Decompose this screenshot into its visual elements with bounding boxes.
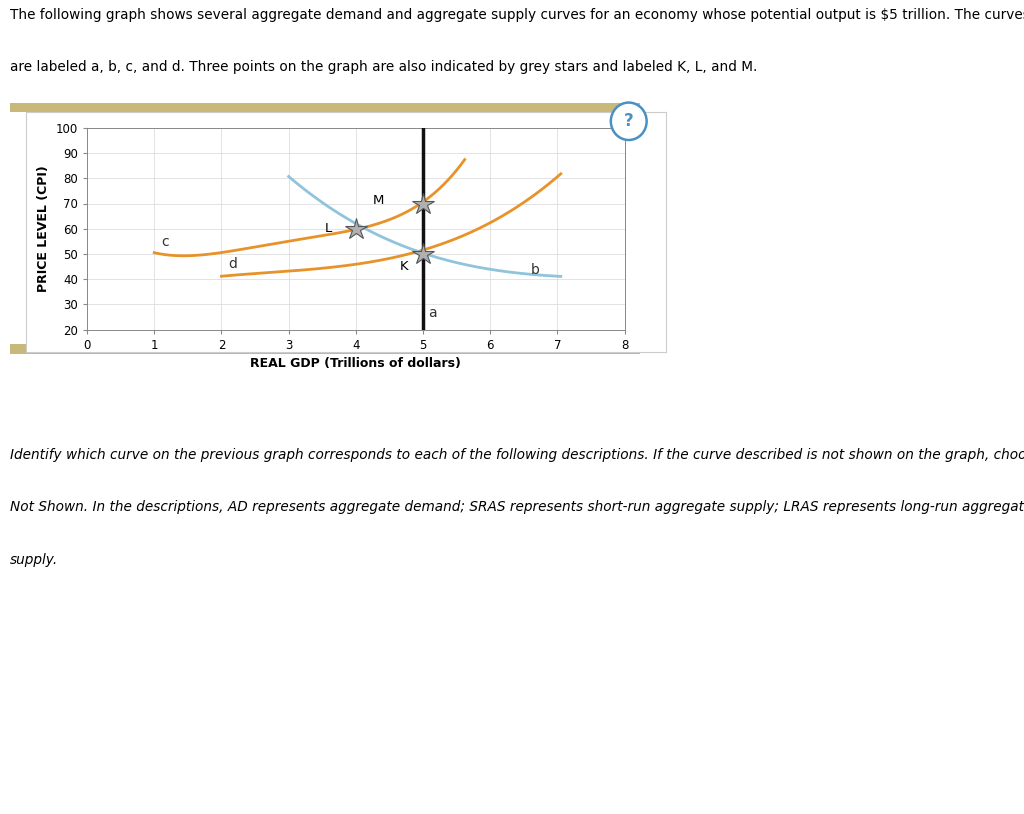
Text: K: K: [400, 260, 409, 274]
Text: c: c: [161, 235, 169, 249]
Text: The following graph shows several aggregate demand and aggregate supply curves f: The following graph shows several aggreg…: [10, 8, 1024, 22]
Text: b: b: [530, 263, 540, 277]
Text: Not Shown. In the descriptions, AD represents aggregate demand; SRAS represents : Not Shown. In the descriptions, AD repre…: [10, 501, 1024, 514]
Text: ?: ?: [624, 112, 634, 130]
Text: a: a: [428, 306, 437, 320]
Circle shape: [611, 103, 646, 140]
Text: are labeled a, b, c, and d. Three points on the graph are also indicated by grey: are labeled a, b, c, and d. Three points…: [10, 59, 758, 73]
Text: M: M: [373, 195, 384, 208]
Text: Identify which curve on the previous graph corresponds to each of the following : Identify which curve on the previous gra…: [10, 448, 1024, 462]
Text: L: L: [325, 222, 333, 235]
Text: d: d: [228, 257, 237, 271]
X-axis label: REAL GDP (Trillions of dollars): REAL GDP (Trillions of dollars): [251, 357, 461, 370]
Text: supply.: supply.: [10, 553, 58, 567]
Y-axis label: PRICE LEVEL (CPI): PRICE LEVEL (CPI): [37, 165, 50, 292]
